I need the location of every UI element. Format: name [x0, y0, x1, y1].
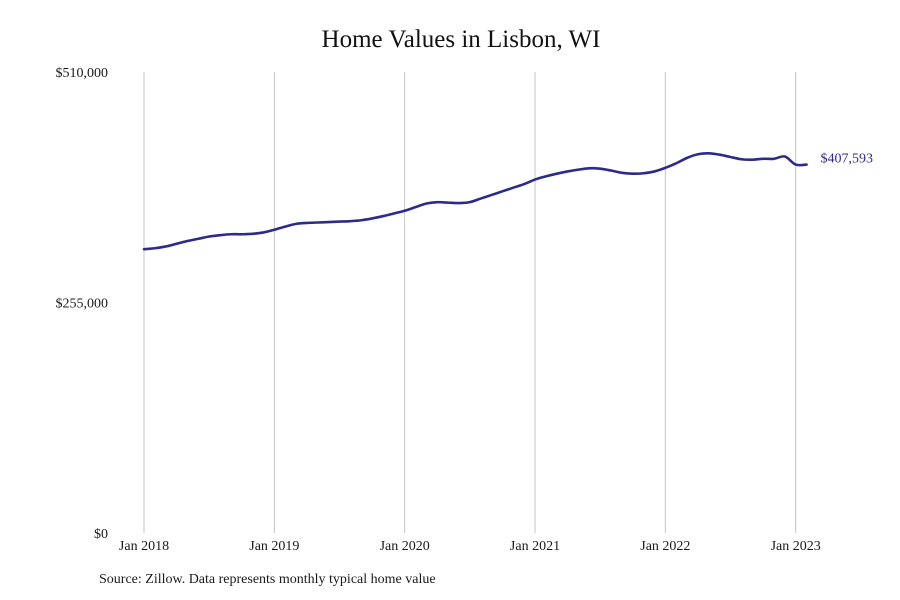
x-tick-label: Jan 2023: [771, 539, 821, 554]
x-tick-label: Jan 2021: [510, 539, 560, 554]
gridlines: [143, 72, 797, 533]
source-note: Source: Zillow. Data represents monthly …: [99, 572, 436, 587]
end-value-label: $407,593: [821, 152, 874, 167]
y-axis-ticks: $0 $255,000 $510,000: [56, 66, 109, 542]
x-tick-label: Jan 2022: [640, 539, 690, 554]
x-tick-label: Jan 2020: [380, 539, 430, 554]
chart-title: Home Values in Lisbon, WI: [321, 26, 601, 53]
y-tick-label: $0: [94, 527, 108, 542]
y-tick-label: $510,000: [56, 66, 109, 81]
x-tick-label: Jan 2018: [119, 539, 169, 554]
end-label-layer: $407,593: [821, 152, 874, 167]
y-tick-label: $255,000: [56, 297, 109, 312]
x-tick-label: Jan 2019: [249, 539, 299, 554]
x-axis-ticks: Jan 2018 Jan 2019 Jan 2020 Jan 2021 Jan 2022…: [119, 539, 821, 554]
series-line: [142, 152, 808, 251]
series-layer: [142, 152, 808, 251]
